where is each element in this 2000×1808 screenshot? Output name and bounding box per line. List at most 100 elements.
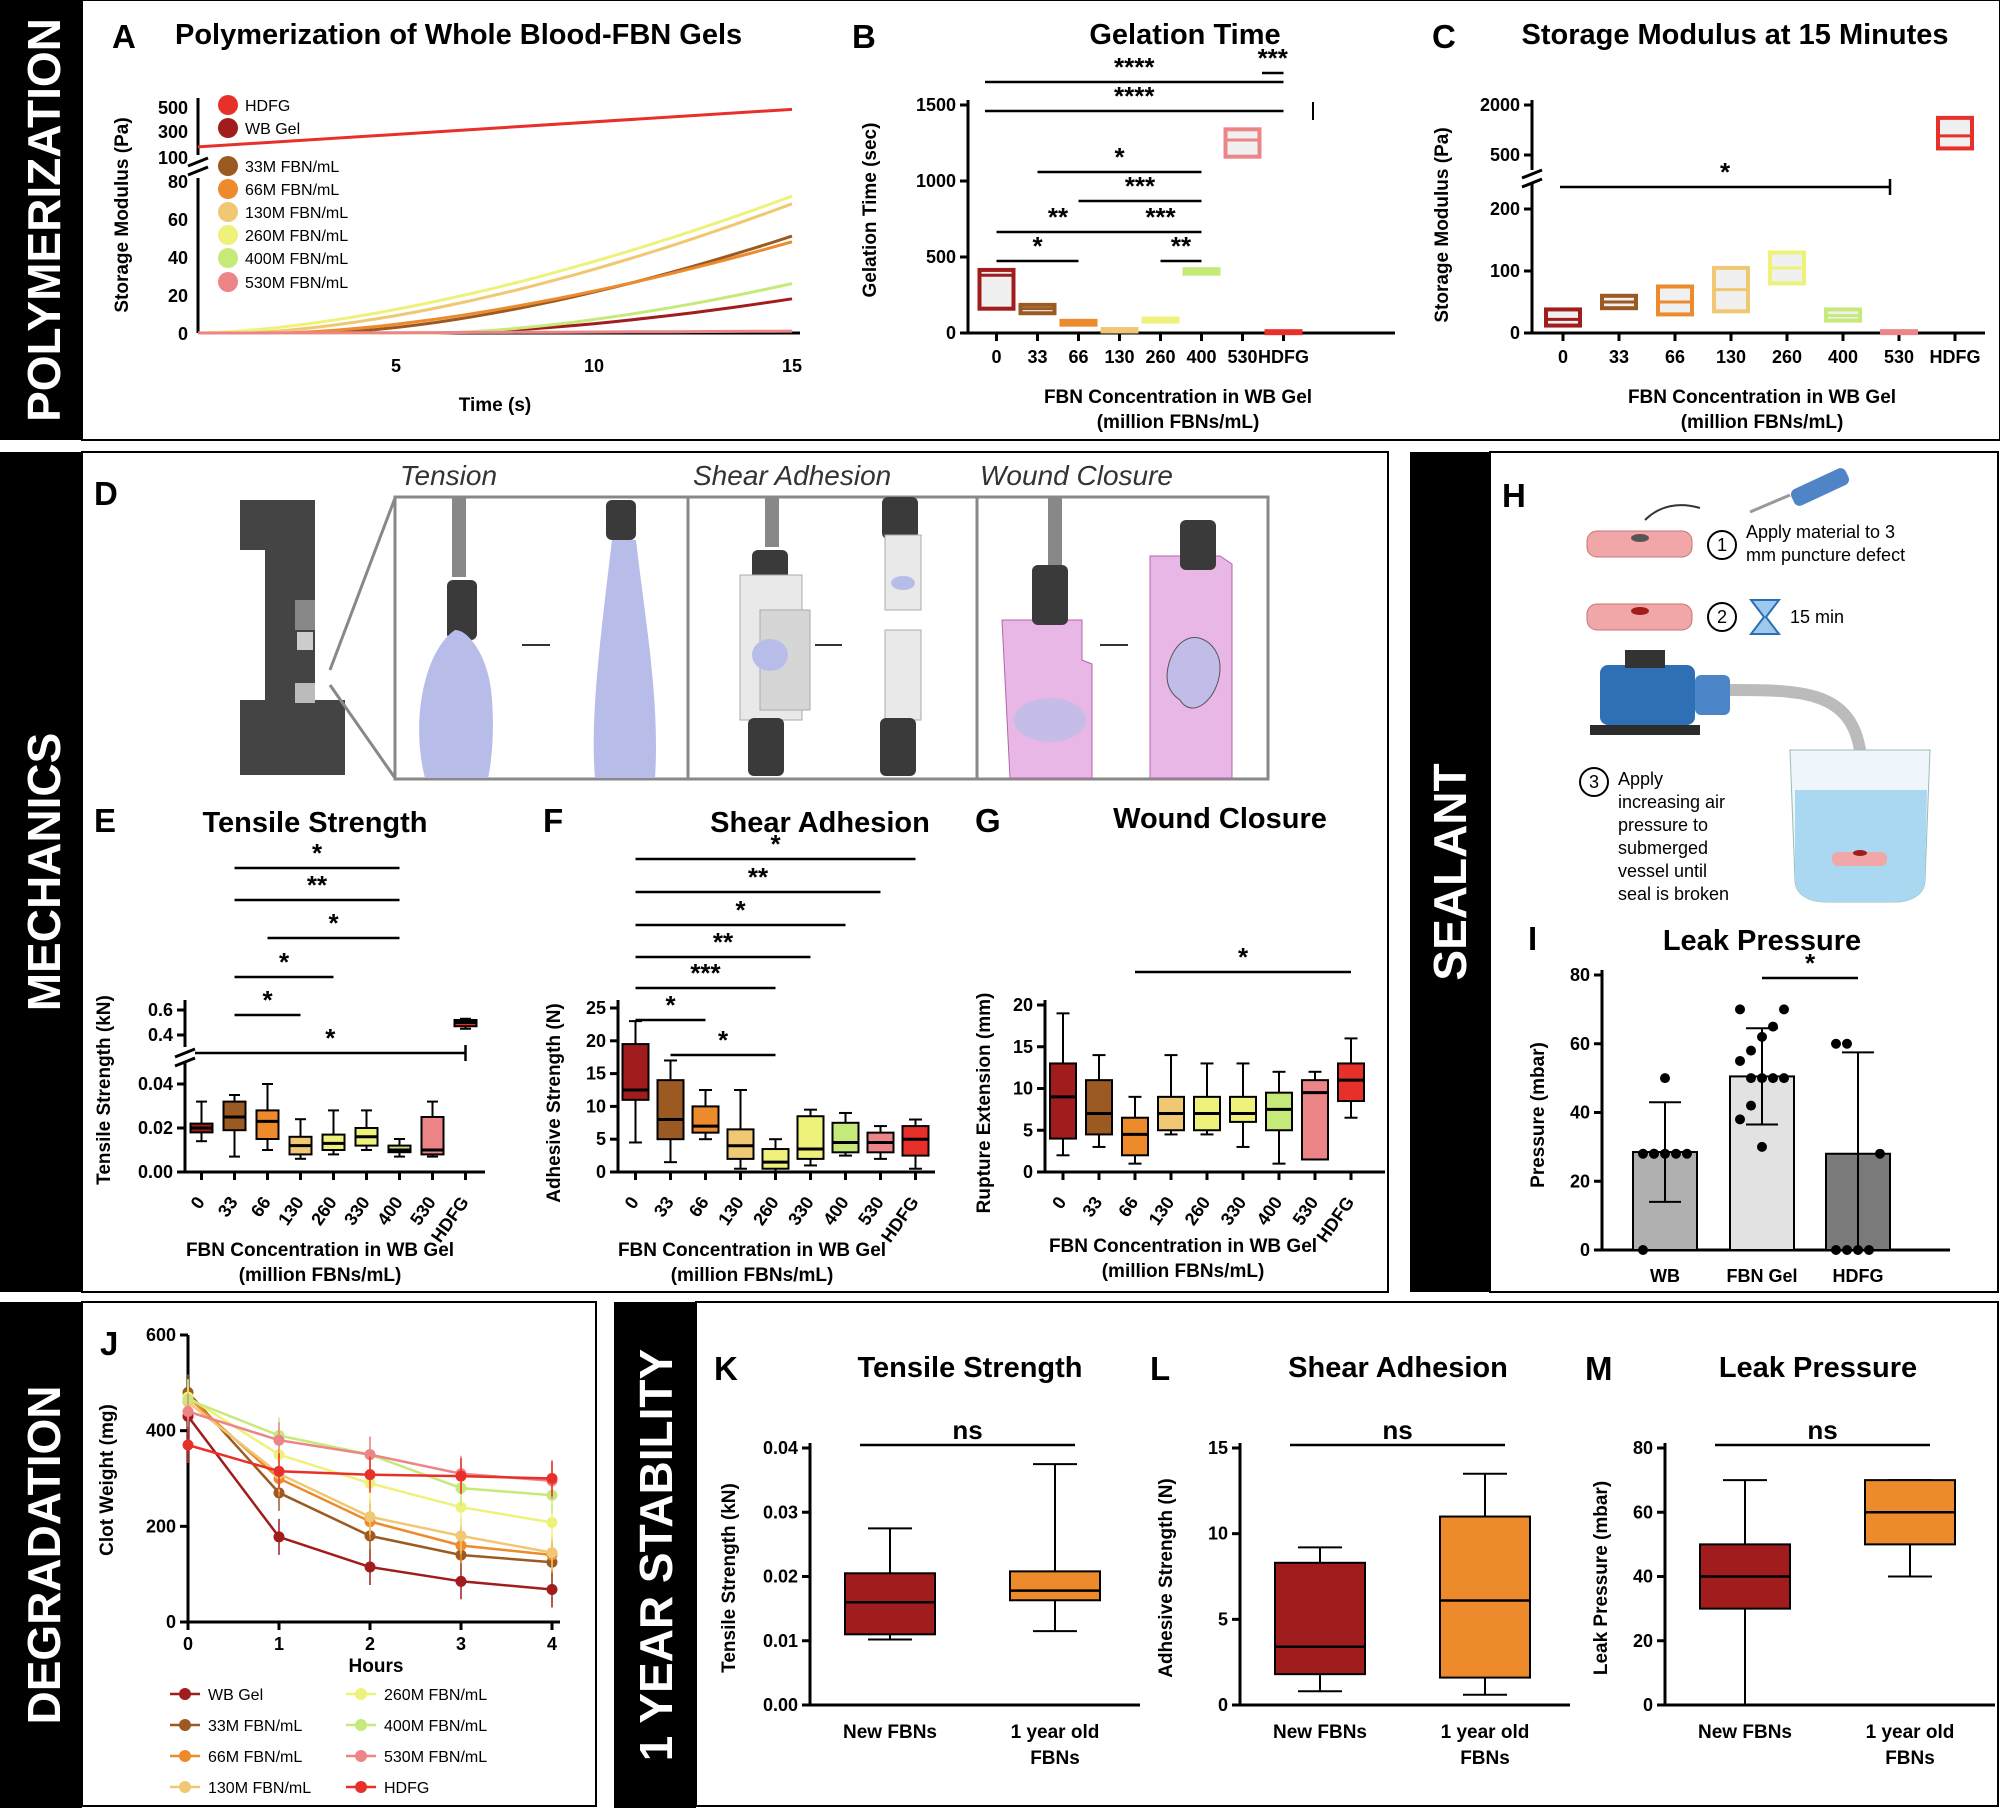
category-label: 0 [187,1193,209,1213]
panel-a-axis-break-2 [187,165,209,177]
zoom-line [328,497,397,671]
x-tick-label: 3 [456,1634,466,1654]
y-tick-label: 60 [1570,1034,1590,1054]
panel-f: F Shear Adhesion Adhesive Strength (N) F… [543,802,935,1286]
panel-e-title: Tensile Strength [202,807,427,839]
category-label: 130 [1145,1193,1179,1229]
box-530 [420,1116,445,1156]
box-330 [1229,1095,1257,1123]
mechanics-banner [0,452,82,1292]
polymerization-banner [0,0,82,440]
significance-label: *** [1125,171,1156,201]
y-tick-label: 15 [1013,1037,1033,1057]
polymerization-frame [81,0,2000,441]
y-tick-label: 10 [586,1096,606,1116]
category-label: 66 [1114,1193,1142,1221]
y-tick-label: 40 [1633,1567,1653,1587]
panel-i-ylabel: Pressure (mbar) [1528,1042,1549,1188]
significance-label: ** [307,870,328,900]
box-0 [1049,1062,1077,1140]
legend-label: 33M FBN/mL [245,159,339,176]
category-label: FBNs [1030,1748,1080,1769]
data-point [1757,1073,1767,1084]
legend-marker [218,95,238,115]
significance-label: **** [1114,52,1155,82]
data-point [1875,1148,1885,1159]
panel-b-title: Gelation Time [1089,19,1280,51]
y-tick-label: 10 [1013,1079,1033,1099]
data-point [273,1465,285,1477]
y-tick-label: 0.02 [763,1567,798,1587]
category-label: 66 [1665,347,1685,367]
y-tick-label: 0 [1580,1240,1590,1260]
significance-label: ** [1171,231,1192,261]
panel-g: G Wound Closure Rupture Extension (mm) F… [974,802,1385,1282]
significance-label: ** [713,927,734,957]
panel-a-ytick: 40 [168,248,188,268]
y-tick-label: 500 [926,247,956,267]
panel-j-xlabel: Hours [349,1656,404,1677]
category-label: 260 [1772,347,1802,367]
y-tick-label: 20 [1633,1631,1653,1651]
step-3-line: increasing air [1618,792,1725,812]
panel-e-xlabel: FBN Concentration in WB Gel [186,1240,454,1261]
category-label: 400 [1253,1193,1287,1229]
data-point [364,1561,376,1573]
category-label: 530 [1884,347,1914,367]
panel-c-ylabel: Storage Modulus (Pa) [1432,127,1453,322]
data-point [273,1531,285,1543]
step-2-number: 2 [1717,607,1727,627]
category-label: New FBNs [1273,1722,1367,1743]
panel-m-title: Leak Pressure [1719,1352,1917,1384]
category-label: 530 [1227,347,1257,367]
y-tick-label: 15 [1208,1438,1228,1458]
data-point [1671,1148,1681,1159]
y-tick-label: 200 [146,1516,176,1536]
y-tick-label: 20 [1013,995,1033,1015]
stability-banner-label: 1 YEAR STABILITY [630,1349,682,1761]
step-3-line: Apply [1618,769,1663,789]
step-3-line: vessel until [1618,861,1707,881]
step-1-line-1: Apply material to 3 [1746,522,1895,542]
data-point [273,1434,285,1446]
significance-label: * [770,829,781,859]
category-label: FBNs [1885,1748,1935,1769]
data-point [1638,1245,1648,1255]
step-2-text: 15 min [1790,607,1844,627]
panel-d-letter: D [94,475,118,512]
x-tick-label: 0 [183,1634,193,1654]
data-point [1682,1148,1692,1159]
legend-marker [218,248,238,268]
legend-label: WB Gel [245,121,300,138]
legend-label: 260M FBN/mL [384,1687,487,1704]
legend-label: 530M FBN/mL [245,275,348,292]
y-tick-label: 5 [1023,1120,1033,1140]
significance-label: * [1720,157,1731,187]
box-new-fbns [844,1572,936,1636]
category-label: 260 [1181,1193,1215,1229]
box-330 [796,1115,825,1160]
box-66 [255,1109,280,1141]
y-tick-label: 0 [946,323,956,343]
category-label: 400 [1186,347,1216,367]
y-tick-label: 0.4 [148,1025,173,1045]
category-label: 260 [1145,347,1175,367]
y-tick-label: 5 [596,1129,606,1149]
significance-label: ns [1382,1415,1412,1445]
panel-l-ylabel: Adhesive Strength (N) [1156,1478,1177,1678]
significance-label: *** [1145,202,1176,232]
category-label: 260 [749,1193,783,1229]
category-label: 0 [991,347,1001,367]
y-tick-label: 1500 [916,95,956,115]
data-point [455,1501,467,1513]
panel-h: H 1 Apply material to 3 mm puncture defe… [1502,468,1931,904]
category-label: 1 year old [1011,1722,1100,1743]
panel-g-title: Wound Closure [1113,803,1327,835]
significance-label: ** [1048,202,1069,232]
panel-a-xtick: 15 [782,356,802,376]
significance-label: *** [1258,43,1289,73]
panel-m-ylabel: Leak Pressure (mbar) [1591,1481,1612,1675]
category-label: New FBNs [1698,1722,1792,1743]
series-line-260m-fbn-ml [197,194,793,335]
panel-a-ytick: 300 [158,122,188,142]
